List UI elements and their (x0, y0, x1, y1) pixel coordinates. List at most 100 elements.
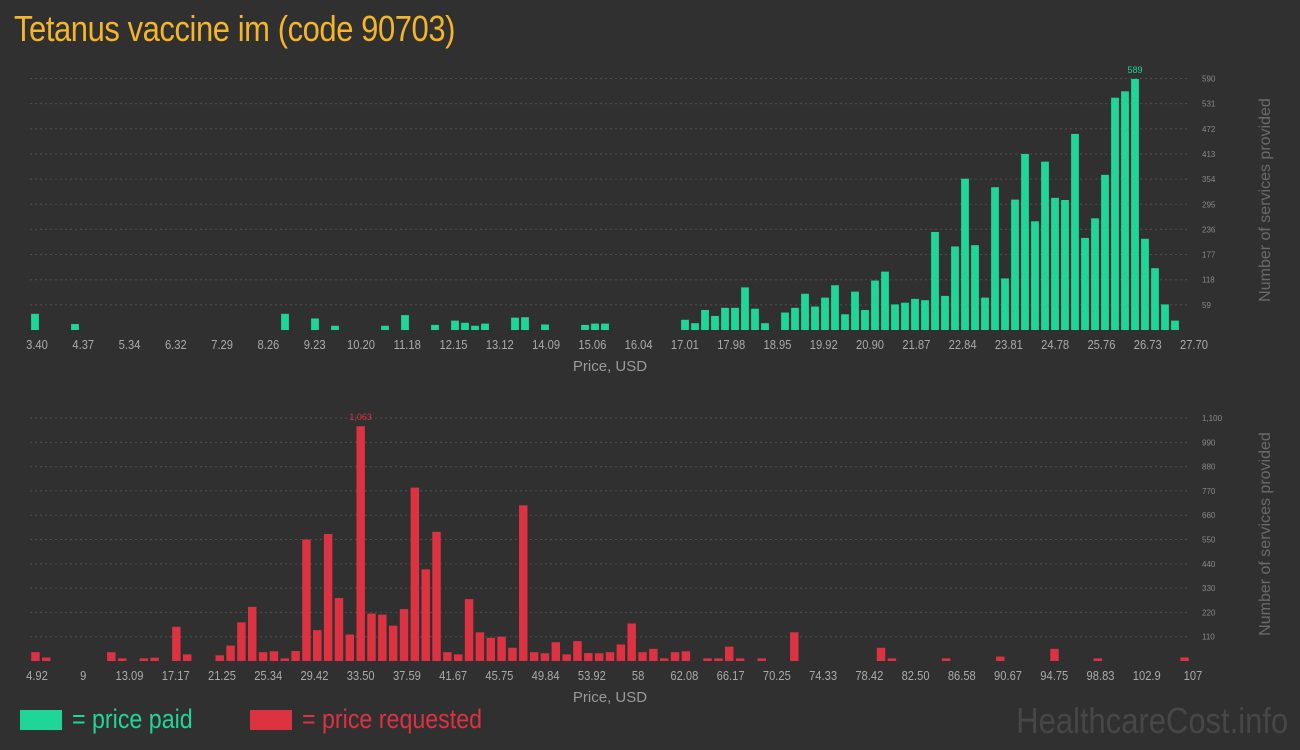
requested-bar (584, 653, 593, 661)
price-requested-chart: 110 220 330 440 550 660 770 880 990 1,100 1,063 4.9… (26, 412, 1274, 706)
paid-x-tick-label: 17.01 (671, 337, 699, 352)
requested-x-tick-label: 37.59 (393, 668, 421, 683)
requested-bar (334, 598, 344, 661)
requested-bar (573, 641, 582, 661)
paid-peak-label: 589 (1127, 65, 1142, 75)
requested-bar (464, 599, 474, 661)
paid-bar (871, 280, 879, 330)
paid-x-tick-label: 25.76 (1087, 337, 1115, 352)
paid-bar (71, 324, 79, 330)
requested-x-tick-label: 9 (80, 668, 86, 683)
paid-bar (431, 324, 439, 330)
paid-bar (811, 306, 819, 330)
requested-bar (388, 625, 398, 661)
paid-x-axis-title: Price, USD (573, 358, 647, 375)
requested-bar (519, 505, 528, 661)
requested-bar (313, 630, 322, 661)
paid-bar (471, 325, 479, 330)
requested-bar (31, 652, 40, 661)
paid-bar (521, 317, 529, 330)
paid-bar (1071, 133, 1079, 330)
paid-bar (1081, 237, 1089, 330)
paid-bar (891, 304, 899, 330)
paid-bar (701, 309, 709, 330)
requested-x-tick-label: 53.92 (578, 668, 606, 683)
requested-bar (237, 622, 246, 661)
paid-bar (401, 315, 409, 330)
requested-x-tick-label: 98.83 (1087, 668, 1115, 683)
paid-bar (831, 285, 839, 330)
paid-x-tick-label: 5.34 (119, 337, 141, 352)
paid-bar (781, 312, 789, 330)
requested-y-tick-label: 660 (1202, 511, 1216, 520)
requested-bar (486, 637, 495, 661)
paid-bar (791, 307, 799, 330)
paid-bar (991, 187, 999, 330)
requested-bar (399, 609, 409, 661)
legend-swatch-requested (250, 710, 292, 730)
paid-bar (1041, 161, 1049, 330)
requested-bar (616, 644, 626, 661)
paid-x-tick-label: 16.04 (625, 337, 653, 352)
requested-bar (876, 647, 886, 661)
requested-x-tick-label: 82.50 (902, 668, 930, 683)
paid-x-tick-label: 17.98 (717, 337, 745, 352)
requested-x-tick-label: 74.33 (809, 668, 837, 683)
paid-bar (951, 246, 959, 330)
requested-x-tick-label: 4.92 (26, 668, 48, 683)
paid-bar (581, 324, 589, 330)
requested-bar (649, 648, 658, 661)
requested-bar (42, 657, 51, 661)
paid-bar (331, 325, 339, 330)
paid-y-tick-label: 472 (1202, 125, 1216, 134)
requested-bar (172, 626, 181, 661)
requested-y-tick-label: 220 (1202, 608, 1216, 617)
requested-x-tick-label: 90.67 (994, 668, 1022, 683)
paid-x-tick-label: 21.87 (902, 337, 930, 352)
requested-bar (594, 653, 604, 661)
requested-bar (345, 634, 355, 661)
paid-bar (761, 323, 769, 330)
requested-bar (453, 654, 463, 661)
paid-bar (591, 323, 599, 330)
page-title: Tetanus vaccine im (code 90703) (14, 8, 456, 49)
paid-bar (901, 302, 909, 330)
requested-bar (410, 487, 420, 661)
paid-y-tick-label: 236 (1202, 225, 1216, 234)
requested-bar (1050, 648, 1059, 661)
requested-bar (421, 569, 430, 661)
paid-bar (861, 309, 869, 330)
paid-y-tick-label: 413 (1202, 150, 1216, 159)
legend-label-paid: = price paid (72, 704, 193, 734)
paid-x-tick-label: 24.78 (1041, 337, 1069, 352)
requested-bar (725, 646, 734, 661)
requested-y-tick-label: 1,100 (1202, 414, 1223, 423)
requested-x-tick-label: 70.25 (763, 668, 791, 683)
paid-bar (601, 323, 609, 330)
requested-bar (302, 539, 311, 661)
paid-bar (1161, 304, 1169, 330)
paid-x-tick-label: 7.29 (211, 337, 233, 352)
paid-x-tick-label: 27.70 (1180, 337, 1208, 352)
paid-x-tick-label: 15.06 (578, 337, 606, 352)
requested-x-tick-label: 29.42 (300, 668, 328, 683)
requested-bar (269, 651, 279, 661)
requested-bar (150, 657, 159, 661)
paid-x-tick-label: 12.15 (440, 337, 468, 352)
paid-y-tick-label: 177 (1202, 251, 1216, 260)
requested-x-tick-label: 41.67 (439, 668, 467, 683)
paid-bar (801, 293, 809, 330)
requested-bar (638, 652, 647, 661)
requested-x-tick-label: 45.75 (485, 668, 513, 683)
paid-bar (981, 297, 989, 330)
paid-bar (1171, 320, 1179, 330)
requested-bar (887, 658, 897, 661)
requested-bar (562, 654, 571, 661)
paid-y-tick-label: 531 (1202, 100, 1216, 109)
requested-bar (475, 632, 485, 661)
paid-bar (31, 313, 39, 330)
paid-bar (821, 297, 829, 330)
requested-bar (790, 632, 799, 661)
requested-x-tick-label: 58 (632, 668, 645, 683)
requested-bar (735, 658, 745, 661)
